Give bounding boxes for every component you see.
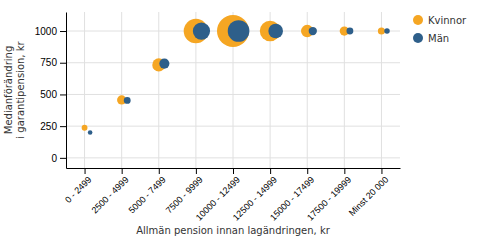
x-tick: 17500 - 19999 [305,168,353,223]
y-tick-mark [60,63,66,64]
bubble [159,59,169,69]
bubble [346,28,353,35]
marks [82,15,390,135]
bubble [309,27,317,35]
x-axis-title: Allmän pension innan lagändringen, kr [136,225,331,236]
y-axis-line [66,13,67,169]
y-tick-label: 250 [40,121,57,132]
y-tick-mark [60,126,66,127]
x-tick: Minst 20 000 [347,168,391,218]
plot: 0 250 500 750 1000 0 - 24992500 - 49995000 - … [35,12,401,223]
bubble [193,22,210,39]
grid-line [158,12,159,168]
x-tick: 0 - 2499 [63,168,93,205]
y-axis: 0 250 500 750 1000 [35,13,67,169]
grid-line [121,12,122,168]
y-tick-label: 1000 [35,26,58,37]
y-tick-label: 0 [51,153,57,164]
y-tick-mark [60,94,66,95]
bubble [82,125,88,131]
x-tick-label: 0 - 2499 [63,174,93,204]
legend-label: Kvinnor [428,15,467,26]
series [88,20,390,135]
x-tick-label: 5000 - 7499 [127,174,168,215]
y-tick: 1000 [35,26,66,37]
y-tick: 250 [40,121,66,132]
x-tick-mark [307,168,308,174]
x-tick: 5000 - 7499 [127,168,168,215]
legend-marker [413,15,423,25]
legend-marker [413,33,423,43]
bubble [268,24,283,39]
x-tick-mark [122,168,123,174]
x-tick-label: 2500 - 4999 [90,174,131,215]
bubble [88,130,93,135]
y-tick: 750 [40,57,66,68]
legend-label: Män [428,33,449,44]
y-tick-label: 500 [40,89,57,100]
y-tick: 0 [51,153,66,164]
y-tick-mark [60,31,66,32]
x-tick-label: 17500 - 19999 [305,174,353,222]
legend: Kvinnor Män [413,15,467,44]
x-tick-mark [381,168,382,174]
x-tick-mark [233,168,234,174]
x-tick-mark [159,168,160,174]
y-axis-title: Medianförändringi garantipension, kr [3,40,26,138]
y-tick-mark [60,158,66,159]
bubble [384,28,389,33]
bubble [217,15,249,47]
x-tick-label: Minst 20 000 [347,174,391,218]
x-tick: 7500 - 9999 [164,168,205,215]
grid-line [381,12,382,168]
x-tick-mark [344,168,345,174]
x-tick-mark [270,168,271,174]
x-tick-mark [85,168,86,174]
bubble [228,20,250,42]
x-tick: 2500 - 4999 [90,168,131,215]
x-axis: 0 - 24992500 - 49995000 - 74997500 - 999… [63,168,400,223]
y-tick: 500 [40,89,66,100]
series [82,15,385,131]
legend-item: Män [413,33,449,44]
legend-item: Kvinnor [413,15,467,26]
x-tick-mark [196,168,197,174]
chart: 0 250 500 750 1000 0 - 24992500 - 49995000 - … [0,0,480,240]
bubble [378,27,385,34]
bubble [124,97,131,104]
grid [66,12,400,168]
y-tick-label: 750 [40,57,57,68]
grid-line [84,12,85,168]
